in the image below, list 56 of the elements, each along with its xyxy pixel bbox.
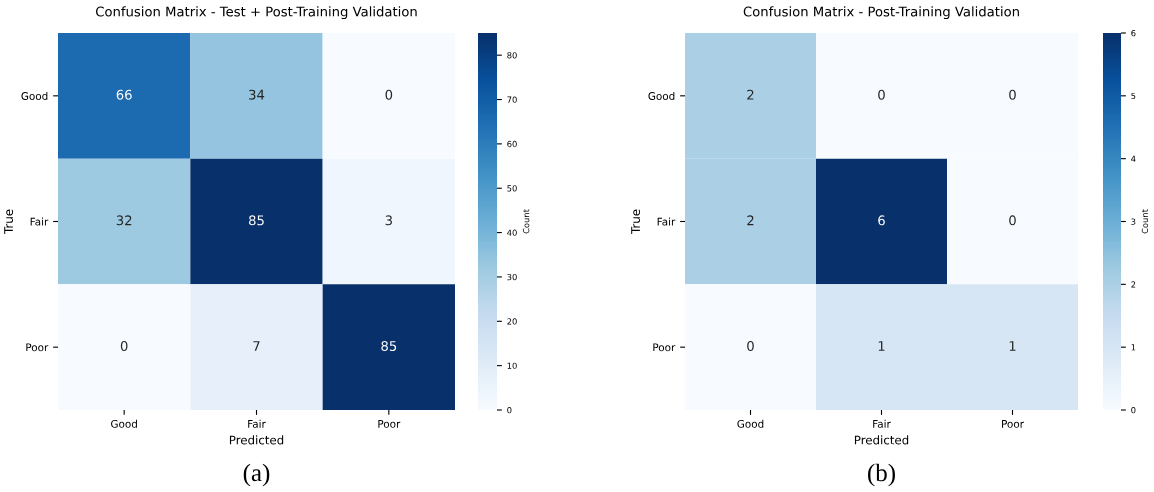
data-label: 66 [116, 89, 132, 100]
data-label: 6 [878, 215, 885, 226]
color-bar-label: 70 [507, 96, 517, 103]
color-bar-label: 10 [507, 362, 517, 369]
color-bar-label: 30 [507, 273, 517, 281]
color-bar-label: 20 [507, 318, 517, 325]
data-label: 3 [385, 215, 392, 226]
data-label: 2 [747, 89, 754, 100]
color-bar-label: 2 [1131, 281, 1136, 288]
data-label: 85 [381, 341, 397, 351]
chart-title: Confusion Matrix - Post-Training Validation [743, 6, 1019, 20]
data-label: 0 [878, 89, 885, 100]
x-tick-label: Fair [248, 419, 266, 428]
x-tick-label: Good [737, 419, 764, 428]
y-tick-label: Poor [653, 343, 676, 352]
y-axis-title: True [4, 209, 13, 235]
x-axis-title: Predicted [229, 435, 284, 445]
x-tick-label: Good [111, 419, 137, 428]
color-bar-title: Count [1141, 209, 1149, 234]
data-label: 0 [1009, 89, 1016, 100]
data-label: 1 [1009, 341, 1016, 351]
color-bar-label: 3 [1131, 218, 1136, 225]
text: (a) [243, 463, 270, 487]
y-tick-label: Fair [657, 217, 676, 226]
data-label: 2 [747, 215, 754, 226]
y-tick-label: Good [21, 91, 48, 100]
color-bar-label: 1 [1131, 344, 1136, 351]
color-bar-title: Count [523, 209, 530, 234]
data-label: 0 [1009, 215, 1016, 226]
text: (b) [868, 463, 895, 487]
y-tick-label: Fair [30, 217, 49, 226]
data-label: 0 [747, 341, 754, 351]
color-bar-label: 5 [1131, 92, 1136, 100]
color-bar-label: 6 [1131, 29, 1136, 37]
data-label: 0 [385, 89, 393, 100]
color-bar-label: 60 [507, 140, 517, 148]
color-bar-label: 50 [507, 185, 517, 192]
x-tick-label: Poor [1002, 420, 1024, 428]
x-tick-label: Poor [378, 420, 401, 428]
y-tick-label: Good [648, 91, 675, 100]
color-bar-label: 0 [1131, 406, 1136, 414]
y-tick-label: Poor [26, 343, 49, 352]
data-label: 0 [120, 341, 128, 351]
data-label: 32 [116, 215, 132, 226]
data-label: 85 [249, 215, 264, 226]
x-axis-title: Predicted [854, 435, 909, 445]
color-bar-label: 4 [1131, 155, 1136, 162]
data-label: 7 [253, 341, 260, 351]
data-label: 1 [878, 341, 885, 351]
y-axis-title: True [631, 209, 640, 235]
color-bar-label: 40 [507, 229, 517, 236]
color-bar-label: 0 [507, 406, 512, 414]
x-tick-label: Fair [873, 419, 891, 428]
color-bar-label: 80 [507, 52, 517, 59]
chart-title: Confusion Matrix - Test + Post-Training Validation [95, 6, 417, 20]
data-label: 34 [249, 89, 265, 100]
